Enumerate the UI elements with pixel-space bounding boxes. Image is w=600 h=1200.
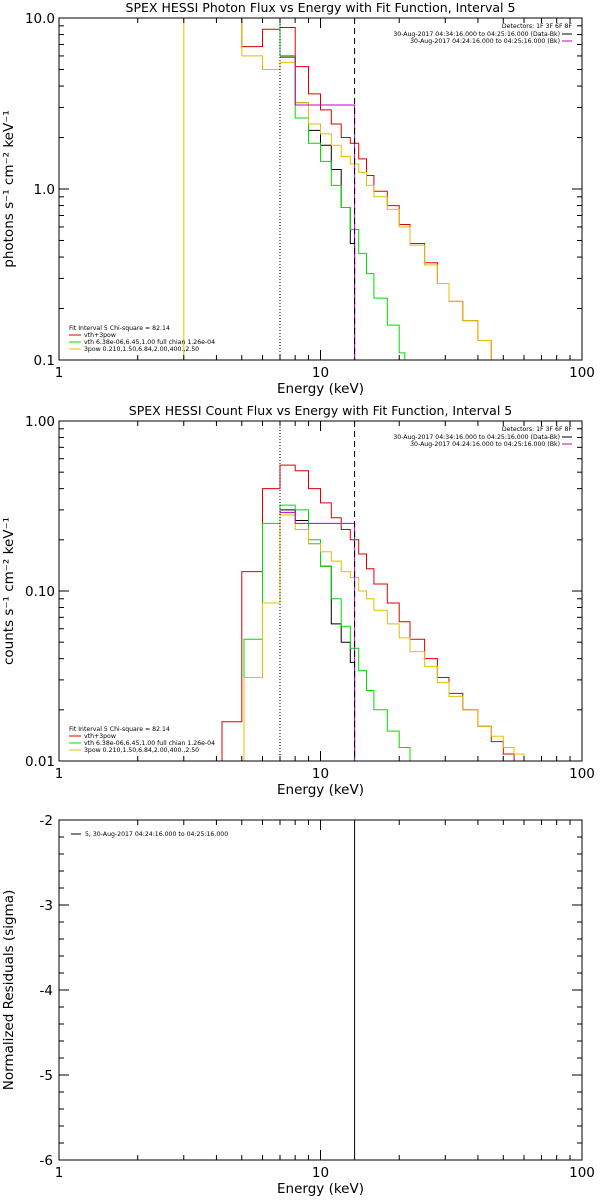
y-tick-label: 1.0 (34, 182, 55, 198)
x-tick-label: 1 (55, 1165, 64, 1181)
legend-title: Detectors: 1F 3F 6F 8F (502, 23, 573, 30)
x-axis-label: Energy (keV) (277, 1181, 364, 1197)
y-tick-label: -4 (40, 983, 53, 999)
fit-legend-label: vth 6.38e-06,6.45,1.00 full chian 1.26e-… (84, 339, 215, 346)
series-group (221, 464, 534, 761)
x-tick-label: 10 (312, 365, 329, 381)
series-line-bk (280, 56, 356, 360)
series-line-vth (279, 18, 406, 360)
panel-1: SPEX HESSI Photon Flux vs Energy with Fi… (1, 0, 595, 397)
panel-3: 1 10 100 -6 -5 -4 -3 -2 Energy (keV) Normalized R… (1, 813, 595, 1197)
x-tick-label: 10 (312, 766, 329, 782)
x-axis-label: Energy (keV) (277, 782, 364, 798)
y-tick-label: -6 (40, 1153, 53, 1169)
fit-legend-label: vth 6.38e-06,6.45,1.00 full chian 1.26e-… (84, 740, 215, 747)
fit-legend-label: 3pow 0.210,1.50,6.84,2.00,400.,2.50 (84, 346, 199, 353)
y-tick-label: -5 (40, 1068, 53, 1084)
series-line-bk (280, 511, 356, 761)
chart-title: SPEX HESSI Photon Flux vs Energy with Fi… (126, 0, 516, 15)
y-tick-label: 10.0 (25, 11, 55, 27)
y-axis-label: counts s⁻¹ cm⁻² keV⁻¹ (1, 517, 17, 665)
series-group (354, 820, 356, 1160)
y-tick-label: 0.1 (34, 353, 55, 369)
fit-legend-header: Fit Interval 5 Chi-square = 82.14 (69, 726, 170, 733)
y-tick-label: -2 (40, 813, 53, 829)
legend-title: Detectors: 1F 3F 6F 8F (502, 426, 573, 433)
fit-legend-label: vth+3pow (84, 332, 116, 339)
plot-frame (58, 17, 583, 361)
series-line-data-bk (280, 509, 356, 761)
x-tick-label: 100 (569, 1165, 595, 1181)
series-line-5-30-aug-2017-04-24-16-000-to-04-25-16-000 (354, 820, 356, 1160)
legend-entry-label: 30-Aug-2017 04:24:16.000 to 04:25:16.000… (410, 38, 560, 45)
y-tick-label: -3 (40, 898, 53, 914)
y-axis-label: photons s⁻¹ cm⁻² keV⁻¹ (1, 110, 17, 268)
x-tick-label: 1 (55, 365, 64, 381)
series-line-vth (243, 504, 416, 761)
x-tick-label: 10 (312, 1165, 329, 1181)
x-tick-label: 100 (569, 365, 595, 381)
y-tick-label: 1.00 (25, 414, 55, 430)
fit-legend-label: 3pow 0.210,1.50,6.84,2.00,400.,2.50 (84, 747, 199, 754)
x-tick-label: 1 (55, 766, 64, 782)
y-tick-label: 0.01 (25, 754, 55, 770)
series-line-data-bk (280, 55, 356, 360)
plot-frame (58, 420, 583, 762)
legend-entry-label: 30-Aug-2017 04:34:16.000 to 04:25:16.000… (393, 31, 560, 38)
legend-entry-label: 30-Aug-2017 04:24:16.000 to 04:25:16.000… (410, 441, 560, 448)
panel-2: SPEX HESSI Count Flux vs Energy with Fit… (1, 403, 595, 798)
series-group (179, 18, 492, 360)
series-line-vth-3pow (241, 18, 492, 360)
legend-label: 5, 30-Aug-2017 04:24:16.000 to 04:25:16.… (85, 831, 228, 838)
fit-legend-header: Fit Interval 5 Chi-square = 82.14 (69, 325, 170, 332)
y-tick-label: 0.10 (25, 584, 55, 600)
x-axis-label: Energy (keV) (277, 381, 364, 397)
y-axis-label: Normalized Residuals (sigma) (1, 890, 17, 1091)
series-line-3pow (243, 514, 534, 761)
fit-legend-label: vth+3pow (84, 733, 116, 740)
x-tick-label: 100 (569, 766, 595, 782)
series-line-3pow (179, 18, 492, 360)
series-line-vth-3pow (221, 464, 515, 761)
chart-title: SPEX HESSI Count Flux vs Energy with Fit… (129, 403, 512, 418)
plot-frame (58, 819, 583, 1161)
legend-entry-label: 30-Aug-2017 04:34:16.000 to 04:25:16.000… (393, 434, 560, 441)
